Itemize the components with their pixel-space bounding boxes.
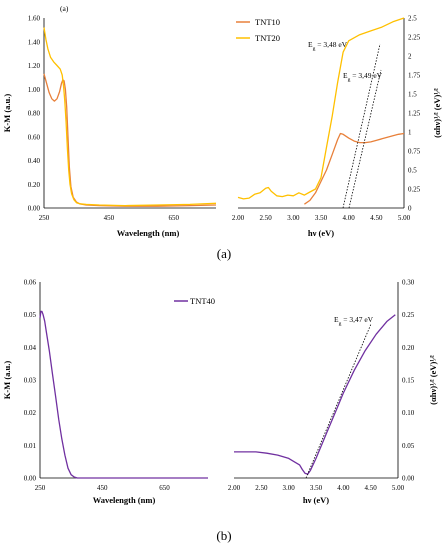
panel-b-left-ytick-label: 0.06 bbox=[24, 279, 37, 287]
panel-a-left-series-tnt20-line bbox=[43, 27, 217, 207]
panel-b-right-xtick-label: 4.50 bbox=[365, 484, 378, 492]
panel-a-left-ytick-label: 1.00 bbox=[28, 86, 41, 94]
legend-label-tnt40: TNT40 bbox=[190, 296, 215, 306]
panel-a-left-xtick-label: 650 bbox=[169, 214, 180, 222]
panel-b-left-ytick-label: 0.00 bbox=[24, 475, 37, 483]
panel-a-right-xtick-label: 5.00 bbox=[398, 214, 411, 222]
panel-b-right-ytick-label: 0.05 bbox=[402, 442, 415, 450]
panel-a-right-xlabel: hν (eV) bbox=[308, 228, 334, 238]
panel-a-right-ytick-label: 1.75 bbox=[408, 72, 421, 80]
panel-b-right-ytick-label: 0.00 bbox=[402, 475, 415, 483]
panel-a-left-xtick-label: 450 bbox=[104, 214, 115, 222]
panel-a-right-ytick-label: 1 bbox=[408, 129, 412, 137]
panel-a-left-ytick-label: 1.20 bbox=[28, 62, 41, 70]
panel-b-legend: TNT40 bbox=[174, 296, 215, 306]
panel-a-right-xtick-label: 3.50 bbox=[315, 214, 328, 222]
panel-a-left-ytick-label: 0.80 bbox=[28, 110, 41, 118]
panel-b-right-xtick-label: 4.00 bbox=[337, 484, 350, 492]
panel-b-right-plot: 0.00 0.05 0.10 0.15 0.20 0.25 0.30 2.00 2.50 3.0… bbox=[228, 279, 438, 506]
panel-b-tangent-line-tnt40 bbox=[305, 323, 372, 479]
panel-a-right-xtick-label: 2.00 bbox=[232, 214, 245, 222]
panel-a-tangent-line-tnt10 bbox=[348, 69, 382, 209]
panel-a-right-ytick-label: 2.25 bbox=[408, 34, 421, 42]
panel-a-left-plot: 0.00 0.20 0.40 0.60 0.80 1.00 1.20 1.40 1.60 250… bbox=[2, 4, 217, 238]
panel-a-inset-label: (a) bbox=[60, 4, 69, 13]
panel-b-left-xtick-label: 450 bbox=[97, 484, 108, 492]
panel-a-right-ylabel: (αhν)¹⁄² (eV)¹⁄² bbox=[432, 88, 442, 138]
panel-b-left-ytick-label: 0.03 bbox=[24, 377, 37, 385]
panel-b-right-xtick-label: 2.00 bbox=[228, 484, 241, 492]
legend-label-tnt20: TNT20 bbox=[255, 33, 280, 43]
panel-b-right-xtick-label: 3.50 bbox=[310, 484, 323, 492]
panel-a-left-ytick-label: 0.60 bbox=[28, 133, 41, 141]
panel-b-left-ytick-label: 0.01 bbox=[24, 442, 37, 450]
panel-b-left-ytick-label: 0.04 bbox=[24, 344, 37, 352]
panel-a-right-ytick-label: 0 bbox=[408, 205, 412, 213]
panel-b-left-ytick-label: 0.02 bbox=[24, 409, 37, 417]
panel-b-right-xtick-label: 5.00 bbox=[392, 484, 405, 492]
panel-b-left-plot: 0.00 0.01 0.02 0.03 0.04 0.05 0.06 250 450 650 W… bbox=[2, 279, 208, 505]
panel-a-eg-annotation-2: Eg = 3,49 eV bbox=[343, 71, 383, 83]
panel-a-left-ytick-label: 1.40 bbox=[28, 38, 41, 46]
panel-a-right-ytick-label: 1.5 bbox=[408, 91, 417, 99]
panel-a-left-xtick-label: 250 bbox=[39, 214, 50, 222]
panel-b-left-ytick-label: 0.05 bbox=[24, 311, 37, 319]
panel-b-right-ytick-label: 0.20 bbox=[402, 344, 415, 352]
panel-a-left-ytick-label: 0.00 bbox=[28, 205, 41, 213]
panel-a-right-series-tnt20-line bbox=[237, 17, 405, 200]
panel-b-left-xtick-label: 650 bbox=[159, 484, 170, 492]
panel-b-caption: (b) bbox=[216, 528, 231, 543]
panel-b-eg-annotation-1: Eg = 3,47 eV bbox=[334, 315, 374, 327]
panel-b-left-series-tnt40-line bbox=[39, 310, 208, 479]
panel-a-tangent-line-tnt20 bbox=[342, 43, 381, 209]
panel-a-right-xtick-label: 4.00 bbox=[343, 214, 356, 222]
panel-a-right-xtick-label: 3.00 bbox=[287, 214, 300, 222]
panel-b-left-xtick-label: 250 bbox=[35, 484, 46, 492]
panel-a-left-ytick-label: 1.60 bbox=[28, 15, 41, 23]
panel-b-right-ytick-label: 0.25 bbox=[402, 311, 415, 319]
panel-b-right-ytick-label: 0.10 bbox=[402, 409, 415, 417]
panel-a-right-ytick-label: 1.25 bbox=[408, 110, 421, 118]
panel-a-left-xlabel: Wavelength (nm) bbox=[117, 228, 180, 238]
panel-b-right-xlabel: hν (eV) bbox=[303, 495, 329, 505]
panel-a-right-ytick-label: 0.75 bbox=[408, 148, 421, 156]
panel-a-right-series-tnt10-line bbox=[304, 132, 405, 205]
panel-b-left-xlabel: Wavelength (nm) bbox=[93, 495, 156, 505]
panel-b-right-xtick-label: 2.50 bbox=[255, 484, 268, 492]
panel-b-right-series-tnt40-line bbox=[234, 314, 396, 475]
panel-a-right-ytick-label: 2.5 bbox=[408, 15, 417, 23]
panel-b-right-ytick-label: 0.15 bbox=[402, 377, 415, 385]
panel-a-right-ytick-label: 0.5 bbox=[408, 167, 417, 175]
panel-a-left-ytick-label: 0.40 bbox=[28, 157, 41, 165]
panel-b-left-ylabel: K-M (a.u.) bbox=[2, 361, 12, 400]
panel-a-eg-annotation-1: Eg = 3,48 eV bbox=[308, 40, 348, 52]
panel-a-right-plot: 0 0.25 0.5 0.75 1 1.25 1.5 1.75 2 2.25 2.5 2.00 2.5… bbox=[232, 15, 442, 239]
panel-a-right-ytick-label: 0.25 bbox=[408, 186, 421, 194]
panel-a-left-ytick-label: 0.20 bbox=[28, 181, 41, 189]
panel-a-right-xtick-label: 2.50 bbox=[260, 214, 273, 222]
panel-a-right-xtick-label: 4.50 bbox=[370, 214, 383, 222]
legend-label-tnt10: TNT10 bbox=[255, 17, 280, 27]
panel-a-legend: TNT10 TNT20 bbox=[236, 17, 280, 43]
panel-a-right-ytick-label: 2 bbox=[408, 53, 412, 61]
panel-a-left-ylabel: K-M (a.u.) bbox=[2, 94, 12, 133]
panel-b-right-ytick-label: 0.30 bbox=[402, 279, 415, 287]
panel-a-caption: (a) bbox=[217, 246, 231, 261]
panel-b-right-xtick-label: 3.00 bbox=[283, 484, 296, 492]
panel-b-right-ylabel: (αhν)¹⁄² (eV)¹⁄² bbox=[428, 355, 438, 405]
